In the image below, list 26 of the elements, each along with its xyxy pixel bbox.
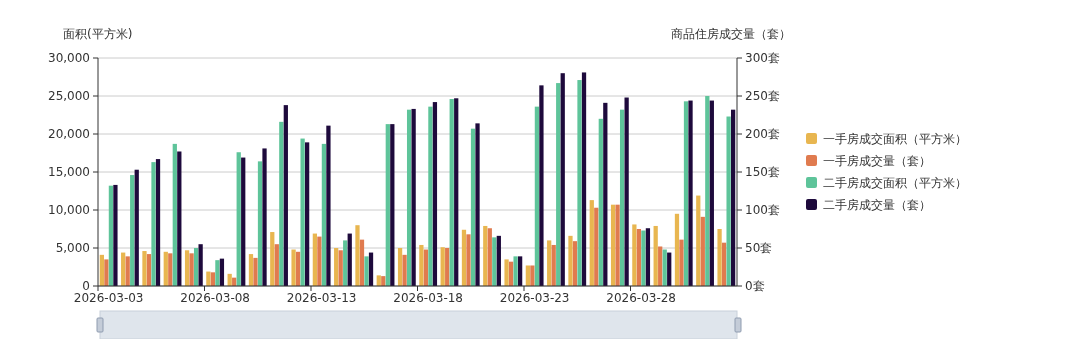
y-tick-label: 15,000 xyxy=(48,165,90,180)
legend-label: 一手房成交面积（平方米） xyxy=(823,132,967,147)
y2-tick-label: 100套 xyxy=(745,203,780,218)
y-tick-label: 10,000 xyxy=(48,203,90,218)
y2-tick-label: 0套 xyxy=(745,279,765,294)
y-tick-label: 25,000 xyxy=(48,89,90,104)
y-axis-title: 面积(平方米) xyxy=(63,27,133,41)
y2-axis-title: 商品住房成交量（套） xyxy=(671,27,791,41)
y-tick-label: 5,000 xyxy=(55,241,90,256)
legend-label: 二手房成交量（套） xyxy=(823,198,931,213)
y2-tick-label: 200套 xyxy=(745,127,780,142)
y2-tick-label: 250套 xyxy=(745,89,780,104)
y-tick-label: 30,000 xyxy=(48,51,90,66)
y2-tick-label: 150套 xyxy=(745,165,780,180)
x-tick-label: 2026-03-13 xyxy=(286,291,357,305)
y-tick-label: 20,000 xyxy=(48,127,90,142)
x-tick-label: 2026-03-18 xyxy=(393,291,464,305)
x-tick-label: 2026-03-28 xyxy=(606,291,677,305)
legend-label: 二手房成交面积（平方米） xyxy=(823,176,967,191)
y2-tick-label: 300套 xyxy=(745,51,780,66)
y-tick-label: 0 xyxy=(82,279,90,294)
y2-tick-label: 50套 xyxy=(745,241,773,256)
x-tick-label: 2026-03-23 xyxy=(499,291,570,305)
x-tick-label: 2026-03-08 xyxy=(180,291,251,305)
x-tick-label: 2026-03-03 xyxy=(73,291,144,305)
legend-label: 一手房成交量（套） xyxy=(823,154,931,169)
